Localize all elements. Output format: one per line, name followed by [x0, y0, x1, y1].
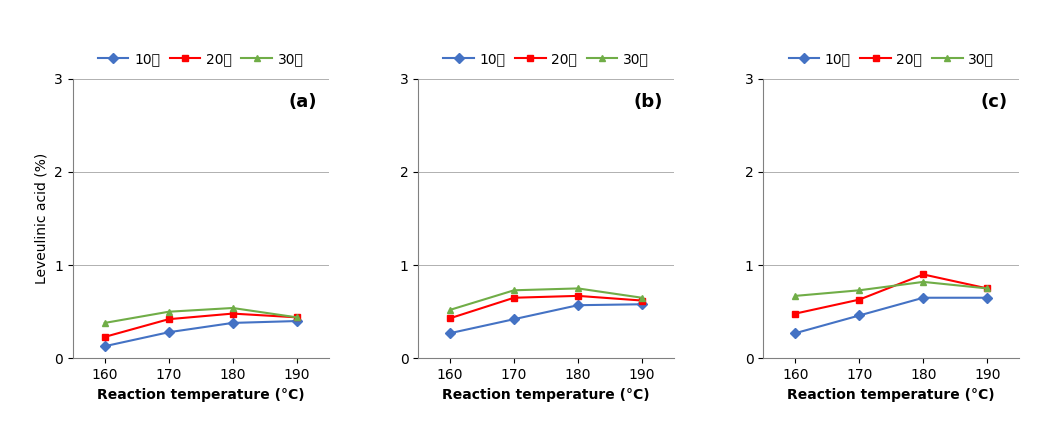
30분: [917, 279, 930, 284]
20분: [99, 334, 111, 340]
Line: 20분: 20분: [101, 310, 301, 340]
10분: [227, 320, 239, 326]
30분: [290, 315, 303, 320]
X-axis label: Reaction temperature (°C): Reaction temperature (°C): [442, 388, 650, 402]
20분: [635, 298, 648, 303]
20분: [227, 311, 239, 316]
X-axis label: Reaction temperature (°C): Reaction temperature (°C): [97, 388, 305, 402]
Line: 10분: 10분: [446, 301, 646, 336]
30분: [981, 286, 993, 291]
10분: [290, 319, 303, 324]
10분: [789, 330, 802, 336]
20분: [917, 272, 930, 277]
10분: [917, 295, 930, 300]
10분: [162, 329, 175, 335]
Y-axis label: Leveulinic acid (%): Leveulinic acid (%): [34, 153, 49, 284]
Line: 30분: 30분: [446, 285, 646, 313]
30분: [789, 293, 802, 298]
10분: [572, 302, 584, 308]
10분: [853, 313, 865, 318]
30분: [162, 309, 175, 314]
Text: (b): (b): [633, 93, 664, 111]
20분: [981, 286, 993, 291]
10분: [444, 330, 457, 336]
10분: [508, 316, 520, 322]
20분: [853, 297, 865, 302]
30분: [227, 305, 239, 311]
Line: 20분: 20분: [791, 271, 991, 317]
Legend: 10분, 20분, 30분: 10분, 20분, 30분: [443, 52, 649, 66]
10분: [635, 302, 648, 307]
30분: [572, 286, 584, 291]
Line: 30분: 30분: [101, 305, 301, 326]
20분: [444, 316, 457, 321]
Line: 10분: 10분: [101, 318, 301, 350]
20분: [290, 315, 303, 320]
Legend: 10분, 20분, 30분: 10분, 20분, 30분: [98, 52, 304, 66]
Line: 10분: 10분: [791, 294, 991, 336]
Legend: 10분, 20분, 30분: 10분, 20분, 30분: [788, 52, 994, 66]
X-axis label: Reaction temperature (°C): Reaction temperature (°C): [787, 388, 995, 402]
Line: 30분: 30분: [791, 278, 991, 299]
30분: [444, 307, 457, 312]
Text: (a): (a): [289, 93, 317, 111]
10분: [99, 343, 111, 349]
10분: [981, 295, 993, 300]
Line: 20분: 20분: [446, 292, 646, 322]
20분: [789, 311, 802, 316]
30분: [853, 288, 865, 293]
20분: [162, 316, 175, 322]
20분: [508, 295, 520, 300]
Text: (c): (c): [980, 93, 1007, 111]
30분: [635, 295, 648, 300]
30분: [99, 320, 111, 326]
20분: [572, 293, 584, 298]
30분: [508, 288, 520, 293]
